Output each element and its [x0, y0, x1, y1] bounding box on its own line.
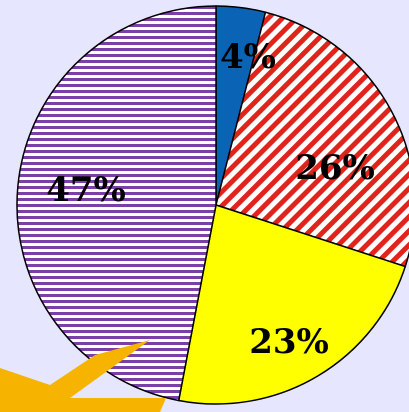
pie-slices	[16, 5, 409, 405]
pie-labels: 4% 26% 23% 47%	[46, 37, 375, 362]
slice-label-2: 26%	[295, 148, 375, 188]
slice-label-1: 4%	[220, 37, 276, 77]
pie-slice-3	[177, 204, 407, 405]
callout-arrow	[0, 340, 166, 412]
slice-label-3: 23%	[249, 322, 329, 362]
slice-label-4: 47%	[46, 170, 126, 210]
pie-slice-2	[215, 11, 409, 268]
